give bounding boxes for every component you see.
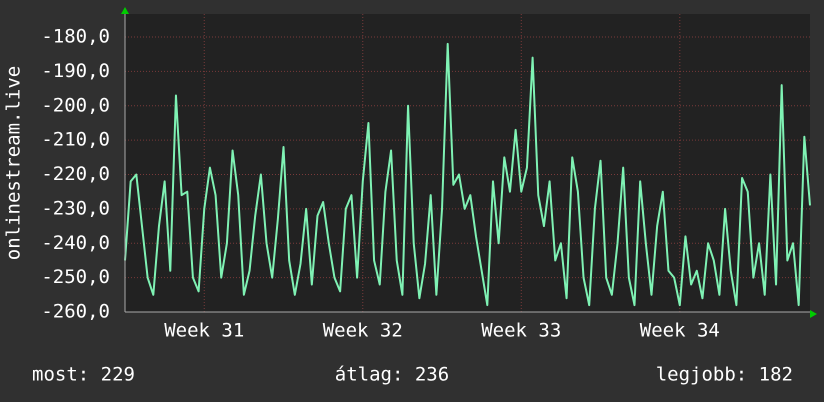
x-tick-label: Week 33 (481, 320, 561, 342)
plot-area (125, 14, 810, 312)
footer-average: átlag: 236 (335, 364, 449, 386)
y-tick-label: -220,0 (41, 163, 110, 185)
x-arrow (810, 310, 817, 318)
x-tick-label: Week 32 (323, 320, 403, 342)
y-tick-label: -260,0 (41, 301, 110, 323)
y-tick-label: -180,0 (41, 26, 110, 48)
y-arrow (121, 7, 129, 14)
y-tick-label: -230,0 (41, 197, 110, 219)
x-tick-label: Week 31 (164, 320, 244, 342)
y-tick-label: -240,0 (41, 232, 110, 254)
data-line (124, 42, 811, 307)
y-tick-label: -200,0 (41, 94, 110, 116)
y-tick-label: -190,0 (41, 60, 110, 82)
y-axis-label: onlinestream.live (3, 66, 25, 260)
y-tick-label: -210,0 (41, 129, 110, 151)
y-tick-label: -250,0 (41, 266, 110, 288)
footer-current: most: 229 (32, 364, 135, 386)
footer-best: legjobb: 182 (656, 364, 793, 386)
x-tick-label: Week 34 (640, 320, 720, 342)
